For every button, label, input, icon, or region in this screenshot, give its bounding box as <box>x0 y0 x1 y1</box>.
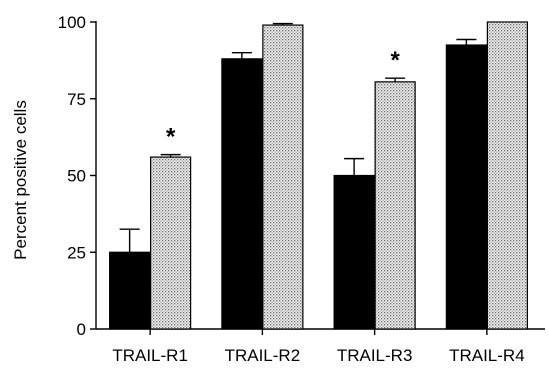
significance-marker: * <box>166 124 176 151</box>
x-tick-label: TRAIL-R1 <box>112 346 188 365</box>
y-tick-label: 25 <box>67 243 86 262</box>
significance-marker: * <box>390 47 400 74</box>
y-tick-label: 50 <box>67 167 86 186</box>
bar-trail-r4-2 <box>486 21 528 330</box>
error-bar <box>272 22 293 26</box>
bar-trail-r1-2 <box>150 156 192 330</box>
x-tick-label: TRAIL-R3 <box>337 346 413 365</box>
bar-trail-r1-1 <box>109 251 151 330</box>
error-bars <box>119 22 477 253</box>
x-tick-label: TRAIL-R2 <box>225 346 301 365</box>
bar-trail-r2-1 <box>221 58 263 330</box>
labels: TRAIL-R1 * TRAIL-R2 TRAIL-R3 * TRAIL-R4 <box>112 47 524 365</box>
y-tick-label: 75 <box>67 90 86 109</box>
error-bar <box>385 77 406 82</box>
error-bar <box>160 153 181 158</box>
y-tick-label: 100 <box>58 13 86 32</box>
y-axis-label: Percent positive cells <box>11 100 30 260</box>
error-bar <box>231 52 252 59</box>
error-bar <box>119 228 140 253</box>
bar-trail-r3-2 <box>374 81 416 330</box>
bar-trail-r4-1 <box>445 44 487 330</box>
x-tick-label: TRAIL-R4 <box>449 346 525 365</box>
bar-trail-r2-2 <box>262 24 304 330</box>
error-bar <box>344 157 365 176</box>
bar-trail-r3-1 <box>333 174 375 330</box>
bars <box>109 21 528 330</box>
y-tick-label: 0 <box>77 320 86 339</box>
error-bar <box>456 38 477 46</box>
